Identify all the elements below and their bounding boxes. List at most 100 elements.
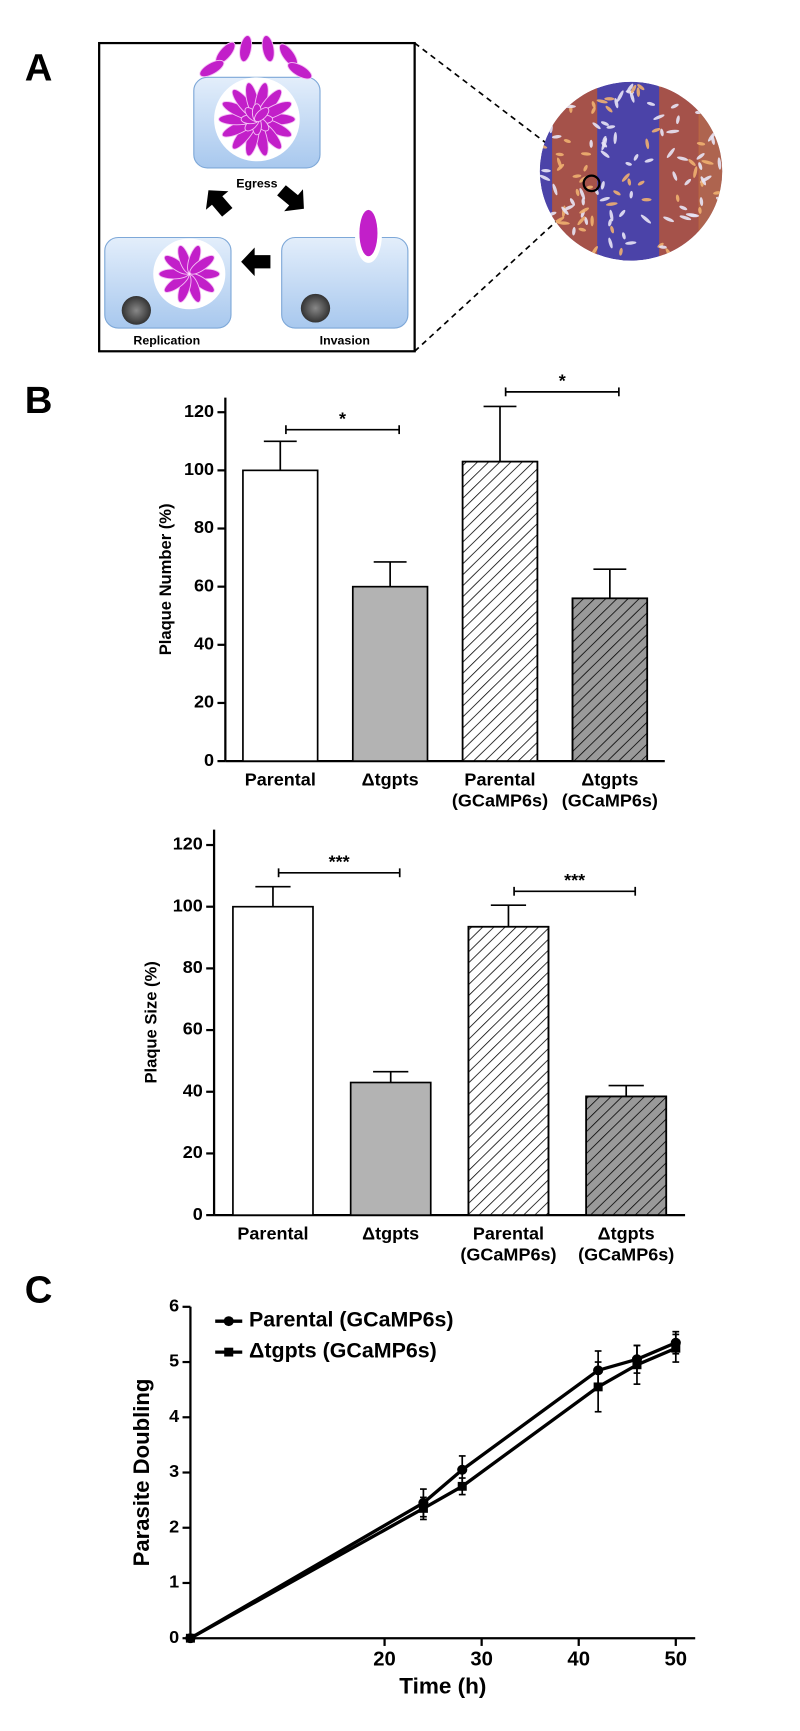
y-tick-label: 60 (194, 575, 214, 595)
y-tick-label: 4 (169, 1406, 179, 1426)
y-tick-label: 6 (169, 1296, 179, 1316)
x-tick-label: Parental (GCaMP6s) (451, 771, 549, 811)
bar (349, 1081, 432, 1216)
stain-speck (590, 215, 594, 227)
data-point (185, 1633, 195, 1643)
stain-speck (556, 157, 562, 169)
stain-speck (605, 105, 613, 113)
stain-speck (606, 125, 616, 129)
x-tick-label: 20 (373, 1649, 396, 1671)
stain-speck (645, 138, 650, 150)
significance-label: *** (564, 870, 585, 890)
y-tick-label: 80 (183, 957, 203, 977)
stain-speck (641, 198, 652, 202)
y-tick-label: 100 (173, 896, 203, 916)
stain-speck (699, 197, 704, 207)
stain-speck (600, 121, 610, 126)
stain-speck (681, 254, 685, 261)
stain-speck (696, 141, 706, 146)
stain-speck (679, 215, 692, 221)
series-line (189, 1346, 677, 1640)
stain-speck (572, 174, 582, 178)
stain-speck (625, 241, 637, 245)
y-axis-label: Parasite Doubling (129, 1379, 154, 1567)
stain-speck (704, 108, 709, 117)
stain-speck (580, 152, 592, 156)
stain-speck (630, 84, 637, 94)
stain-speck (557, 221, 570, 225)
stain-speck (577, 216, 586, 226)
stain-speck (660, 128, 664, 137)
stain-band (698, 81, 723, 261)
stain-speck (715, 126, 721, 133)
stain-speck (589, 81, 596, 88)
plaque-image (539, 81, 723, 261)
stain-speck (551, 93, 560, 97)
stain-speck (627, 178, 632, 186)
stain-speck (651, 127, 661, 133)
bar-hatch (571, 597, 649, 762)
x-tick-label-box: Parental (GCaMP6s) (451, 771, 549, 811)
y-tick-label: 120 (184, 401, 214, 421)
stain-speck (670, 103, 679, 109)
stain-speck (701, 160, 714, 165)
stain-speck (616, 90, 624, 103)
stain-speck (579, 187, 586, 200)
stain-speck (599, 196, 610, 202)
stain-speck (633, 154, 639, 161)
stain-speck (637, 84, 645, 91)
cycle-arrow (241, 247, 271, 277)
bar (351, 585, 429, 762)
y-axis-label: Plaque Number (%) (156, 504, 175, 656)
y-tick-label: 40 (183, 1081, 203, 1101)
stain-speck (575, 188, 580, 197)
stain-speck (568, 94, 572, 105)
stain-speck (621, 173, 630, 182)
data-point (632, 1360, 642, 1370)
stain-speck (609, 209, 614, 222)
stain-speck (592, 122, 601, 130)
stain-speck (666, 147, 675, 159)
stain-speck (586, 185, 594, 190)
stain-speck (540, 102, 547, 110)
parasite (261, 35, 275, 63)
stain-speck (619, 209, 626, 218)
stain-speck (553, 104, 561, 112)
x-tick-label: 50 (665, 1649, 688, 1671)
y-tick-label: 120 (173, 834, 203, 854)
y-tick-label: 0 (204, 750, 214, 770)
zoom-circle (582, 174, 601, 193)
stain-speck (629, 190, 633, 199)
stain-speck (589, 139, 593, 148)
host-cell (281, 236, 409, 329)
parasite (189, 255, 215, 275)
stain-speck (555, 152, 564, 157)
stain-speck (566, 88, 579, 95)
stain-speck (608, 218, 612, 227)
parasite (287, 62, 313, 80)
stain-speck (644, 158, 654, 163)
stain-speck (563, 205, 574, 211)
stain-speck (658, 245, 667, 249)
stain-speck (700, 176, 707, 186)
stain-speck (666, 129, 680, 134)
x-tick-label: Δtgpts (362, 1225, 420, 1244)
stain-speck (613, 190, 621, 196)
x-tick-label-box: Δtgpts (362, 1225, 420, 1244)
legend-label: Parental (GCaMP6s) (249, 1309, 454, 1332)
parasite (254, 107, 270, 123)
nucleus (300, 293, 331, 323)
x-tick-label-box: Parental (237, 1225, 308, 1244)
y-tick-label: 20 (183, 1142, 203, 1162)
stain-speck (663, 216, 674, 223)
stain-speck (696, 152, 705, 160)
y-tick-label: 3 (169, 1461, 179, 1481)
x-tick-label-box: Parental (GCaMP6s) (460, 1225, 556, 1265)
stain-speck (608, 237, 613, 249)
stain-speck (561, 206, 569, 215)
stain-speck (679, 205, 688, 211)
bar-hatch (461, 460, 539, 762)
parasite (359, 209, 378, 257)
y-tick-label: 60 (183, 1019, 203, 1039)
stain-speck (568, 81, 573, 89)
